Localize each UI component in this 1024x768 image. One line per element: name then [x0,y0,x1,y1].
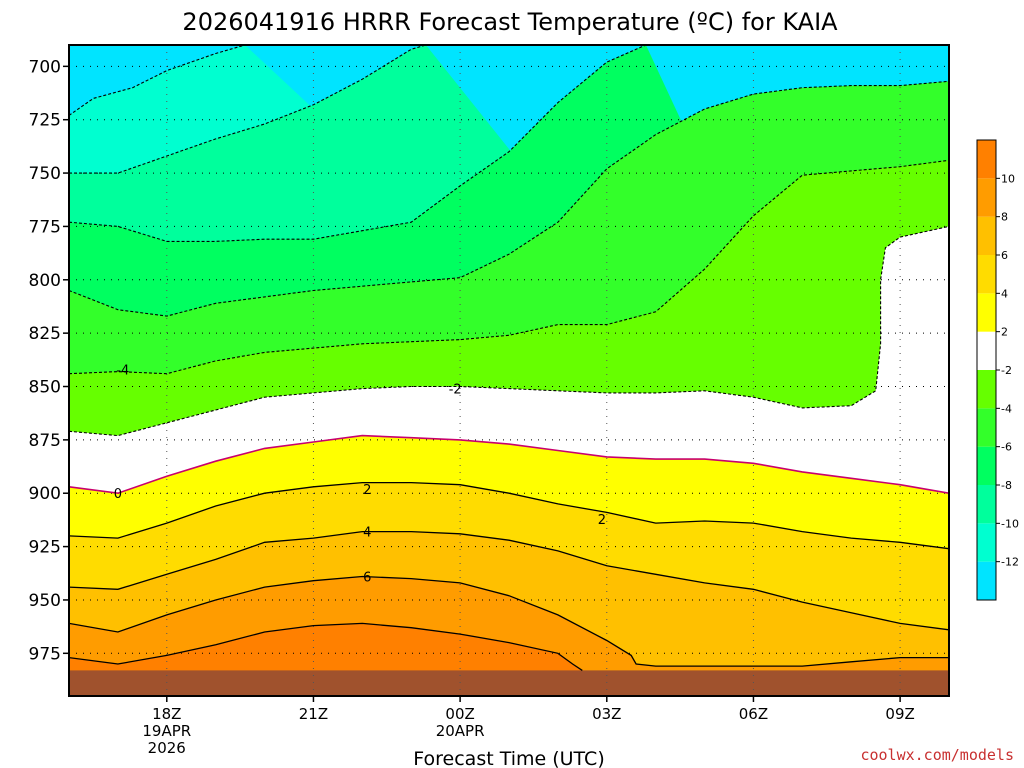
colorbar-tick-label: -2 [1001,364,1012,377]
y-tick-label: 850 [29,378,61,398]
y-tick-label: 900 [29,484,61,504]
colorbar-tick-label: -10 [1001,517,1019,530]
y-tick-label: 825 [29,324,61,344]
x-tick-sublabel: 2026 [148,739,186,757]
y-tick-label: 925 [29,538,61,558]
colorbar-swatch [977,408,996,447]
colorbar-tick-label: 4 [1001,287,1008,300]
x-tick-label: 18Z [152,705,181,723]
contour-line--2 [69,225,949,437]
y-tick-label: 700 [29,57,61,77]
colorbar-tick-label: 2 [1001,326,1008,339]
chart-title: 2026041916 HRRR Forecast Temperature (ºC… [182,8,838,36]
colorbar-swatch [977,485,996,524]
credit-text: coolwx.com/models [860,746,1014,764]
contour-labels-layer: -4 -2 0 2 2 4 6 [114,363,606,585]
temperature-fill-layer [69,45,949,696]
contour-line--6 [69,80,949,317]
colorbar-swatch [977,255,996,294]
colorbar-tick-label: 10 [1001,172,1015,185]
colorbar-swatch [977,293,996,332]
y-tick-label: 950 [29,591,61,611]
contour-line-8 [69,622,583,671]
y-tick-label: 875 [29,431,61,451]
y-tick-label: 975 [29,644,61,664]
colorbar-swatch [977,331,996,370]
colorbar-tick-label: 8 [1001,211,1008,224]
ground-layer [69,670,949,696]
contour-line-4 [69,530,949,631]
colorbar-tick-label: -4 [1001,402,1012,415]
colorbar-swatch [977,523,996,562]
x-tick-label: 06Z [739,705,768,723]
contour-label: 6 [363,570,371,585]
colorbar-swatch [977,561,996,600]
colorbar-tick-label: -6 [1001,441,1012,454]
contour-label: 2 [598,513,606,528]
x-tick-sublabel: 20APR [436,722,485,740]
contour-line--12 [69,45,246,116]
contour-label: 4 [363,526,371,541]
colorbar-tick-label: 6 [1001,249,1008,262]
contour-line--8 [69,45,647,242]
x-axis-label: Forecast Time (UTC) [413,748,604,768]
y-tick-label: 725 [29,111,61,131]
contour-label: 2 [363,483,371,498]
plot-frame [68,44,950,697]
colorbar-swatch [977,370,996,409]
colorbar: -12 -10 -8 -6 -4 -2 2 4 6 8 10 [976,139,1019,601]
y-tick-label: 750 [29,164,61,184]
y-axis: 700 725 750 775 800 825 850 875 900 925 950 975 [29,57,69,664]
ground-strip [69,670,949,696]
colorbar-tick-label: -8 [1001,479,1012,492]
x-tick-label: 03Z [592,705,621,723]
contour-line-2 [69,481,949,550]
y-tick-label: 775 [29,217,61,237]
y-tick-label: 800 [29,271,61,291]
colorbar-swatch [977,178,996,217]
x-tick-label: 09Z [885,705,914,723]
contour-label: 0 [114,487,122,502]
colorbar-swatch [977,216,996,255]
contour-line-6 [69,575,949,667]
colorbar-swatch [977,140,996,179]
x-tick-label: 21Z [299,705,328,723]
contour-lines-layer [69,45,949,671]
colorbar-tick-label: -12 [1001,556,1019,569]
x-tick-sublabel: 19APR [142,722,191,740]
contour-line-0 [69,434,949,495]
colorbar-swatch [977,446,996,485]
contour-line--10 [69,45,427,174]
contour-label: -4 [116,363,129,378]
contour-label: -2 [449,383,462,398]
x-tick-label: 00Z [445,705,474,723]
